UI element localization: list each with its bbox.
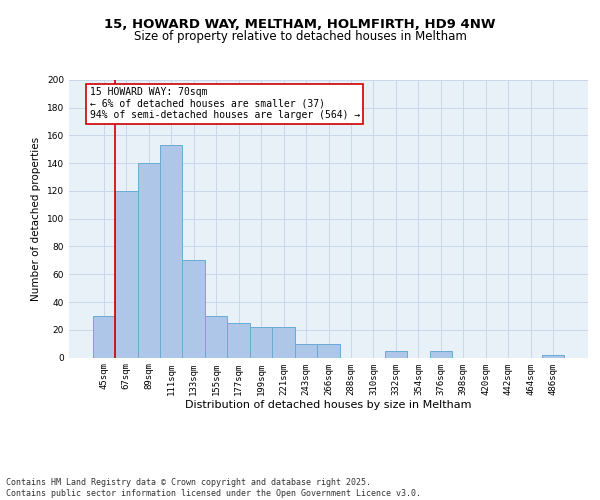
Bar [385,350,407,358]
Bar [160,145,182,358]
Bar [295,344,317,357]
Text: Contains HM Land Registry data © Crown copyright and database right 2025.
Contai: Contains HM Land Registry data © Crown c… [6,478,421,498]
Bar [272,327,295,358]
Bar [250,327,272,358]
Bar [317,344,340,357]
Bar [205,316,227,358]
Y-axis label: Number of detached properties: Number of detached properties [31,136,41,301]
Bar [92,316,115,358]
Text: Size of property relative to detached houses in Meltham: Size of property relative to detached ho… [134,30,466,43]
Bar [182,260,205,358]
Text: 15, HOWARD WAY, MELTHAM, HOLMFIRTH, HD9 4NW: 15, HOWARD WAY, MELTHAM, HOLMFIRTH, HD9 … [104,18,496,30]
Bar [430,350,452,358]
Bar [227,323,250,358]
X-axis label: Distribution of detached houses by size in Meltham: Distribution of detached houses by size … [185,400,472,410]
Text: 15 HOWARD WAY: 70sqm
← 6% of detached houses are smaller (37)
94% of semi-detach: 15 HOWARD WAY: 70sqm ← 6% of detached ho… [90,87,360,120]
Bar [542,354,565,358]
Bar [115,191,137,358]
Bar [137,163,160,358]
